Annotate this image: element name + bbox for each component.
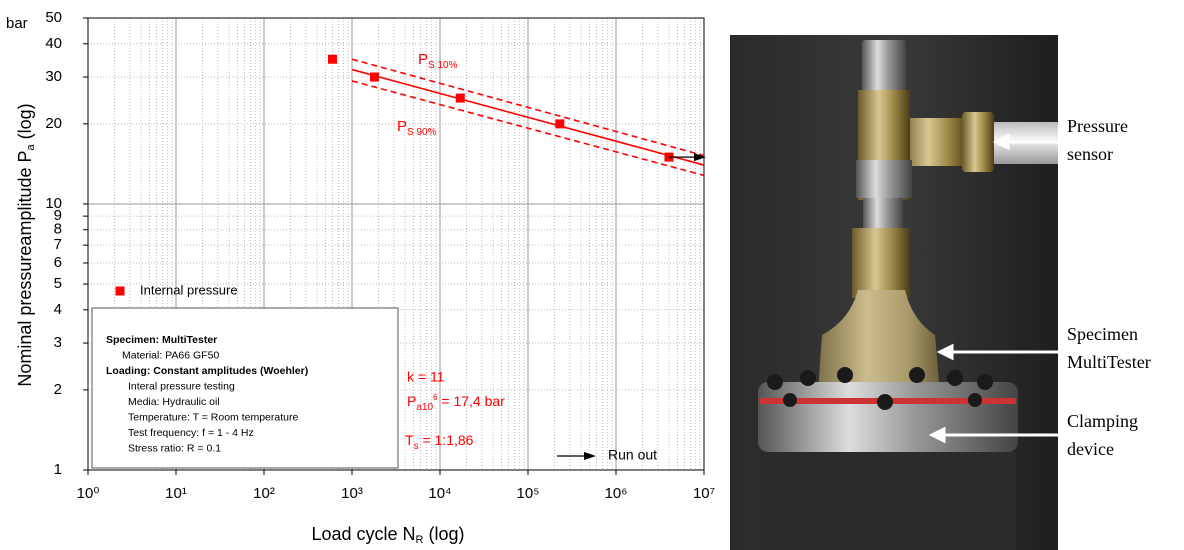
plot-frame [87,17,705,471]
info-line: Media: Hydraulic oil [128,396,220,408]
y-tick-label: 10 [45,195,62,212]
point [369,72,379,82]
y-tick-label: 4 [54,301,62,318]
y-tick-label: 6 [54,254,62,271]
info-line: Test frequency: f = 1 - 4 Hz [128,427,254,439]
x-tick-label: 10³ [341,485,363,502]
info-line: Stress ratio: R = 0.1 [128,442,221,454]
x-tick-label: 10⁶ [605,485,628,502]
legend-marker [115,286,125,296]
y-tick-label: 9 [54,207,62,224]
x-tick-label: 10⁰ [77,485,100,502]
y-axis-label-main: Nominal pressureamplitude P [15,151,35,387]
y-tick-label: 7 [54,236,62,253]
legend-label: Internal pressure [140,282,238,297]
photo [730,35,1060,550]
runout-legend-head [584,452,596,460]
annotation-ts: Ts = 1:1,86 [405,432,474,452]
annotation-pa: Pa106 = 17,4 bar [407,393,505,413]
fit-line [351,58,705,157]
y-axis-label-sub: a [25,144,37,151]
fit-line-label: PS 10% [418,51,458,71]
y-axis-label-suffix: (log) [15,103,35,144]
info-box [91,307,399,469]
photo-label: Specimen [1067,324,1138,344]
y-unit: bar [6,15,28,32]
fit-line-label-sub: S 10% [428,60,458,71]
x-tick-label: 10⁷ [693,485,715,502]
y-tick-label: 50 [45,9,62,26]
info-line: Material: PA66 GF50 [122,349,219,361]
photo-label: device [1067,439,1114,459]
point [455,93,465,103]
ts-sub: s [414,441,419,452]
info-line: Loading: Constant amplitudes (Woehler) [106,365,308,377]
y-tick-label: 40 [45,35,62,52]
y-tick-label: 1 [54,461,62,478]
ts-main: T [405,432,414,448]
fit-line-label-main: P [397,118,407,135]
fit-line-label: PS 90% [397,118,437,138]
annotation-k: k = 11 [407,369,445,385]
x-axis-label: Load cycle NR (log) [311,524,464,546]
y-tick-label: 30 [45,68,62,85]
x-axis-label-sub: R [416,534,424,546]
pa-sub: a10 [416,402,433,413]
y-tick-label: 3 [54,334,62,351]
x-tick-label: 10⁴ [428,485,451,502]
info-line: Specimen: MultiTester [106,334,217,346]
pa-rest: = 17,4 bar [437,393,505,409]
x-tick-label: 10² [253,485,275,502]
annotation-runout: Run out [608,447,657,463]
x-axis-label-main: Load cycle N [311,524,415,544]
x-axis-label-suffix: (log) [424,524,465,544]
fit-line-label-sub: S 90% [407,127,437,138]
point [327,54,337,64]
ts-rest: = 1:1,86 [419,432,474,448]
info-line: Interal pressure testing [128,380,235,392]
photo-label: Pressure [1067,116,1128,136]
fit-line [351,68,705,166]
x-tick-label: 10¹ [165,485,187,502]
y-tick-label: 8 [54,221,62,238]
photo-label: sensor [1067,144,1113,164]
point [555,119,565,129]
y-tick-label: 20 [45,115,62,132]
runout-arrowhead [694,153,706,162]
fit-line-label-main: P [418,51,428,68]
pa-sup: 6 [433,393,438,402]
y-axis-label: Nominal pressureamplitude Pa (log) [15,103,37,386]
photo-label: Clamping [1067,411,1138,431]
info-line: Temperature: T = Room temperature [128,411,298,423]
fit-line [351,80,705,177]
y-tick-label: 5 [54,275,62,292]
x-tick-label: 10⁵ [517,485,540,502]
y-tick-label: 2 [54,381,62,398]
pa-main: P [407,393,416,409]
photo-label: MultiTester [1067,352,1151,372]
